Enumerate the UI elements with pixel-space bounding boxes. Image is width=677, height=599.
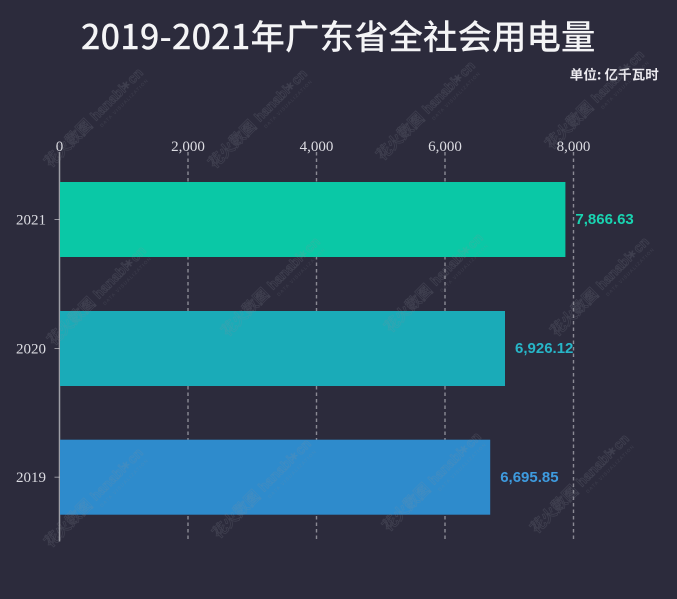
svg-text:8,000: 8,000 — [557, 139, 591, 155]
svg-text:4,000: 4,000 — [300, 139, 334, 155]
svg-text:2021: 2021 — [16, 213, 46, 229]
svg-text:7,866.63: 7,866.63 — [575, 211, 633, 228]
svg-text:2,000: 2,000 — [171, 139, 205, 155]
svg-text:6,000: 6,000 — [428, 139, 462, 155]
svg-text:2019: 2019 — [16, 470, 46, 486]
svg-text:2020: 2020 — [16, 342, 46, 358]
svg-text:6,926.12: 6,926.12 — [515, 340, 573, 357]
svg-text:6,695.85: 6,695.85 — [500, 469, 558, 486]
